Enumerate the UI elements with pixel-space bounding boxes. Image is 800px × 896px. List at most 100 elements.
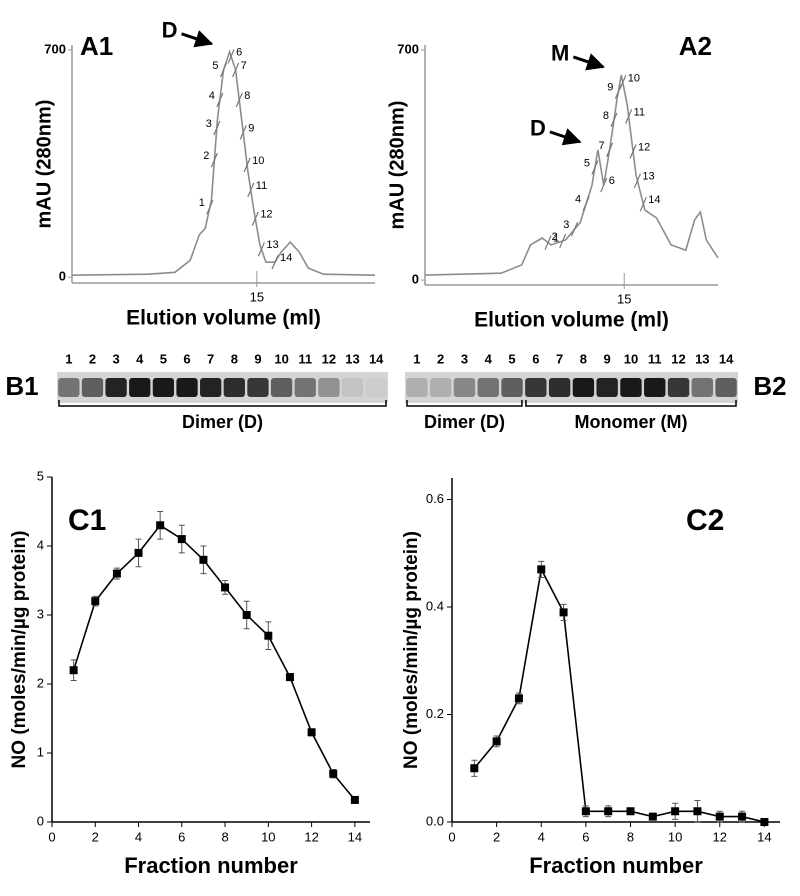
gel-band — [105, 378, 127, 397]
x-tick-label: 10 — [668, 829, 682, 844]
x-tick-label: 4 — [135, 829, 142, 844]
fraction-marker — [619, 75, 627, 90]
data-point — [671, 807, 680, 816]
lane-label: 5 — [160, 351, 167, 366]
gel-band — [644, 378, 666, 397]
x-axis-label: Fraction number — [124, 853, 298, 878]
lane-label: 12 — [671, 351, 685, 366]
lane-label: 10 — [274, 351, 288, 366]
fraction-marker — [639, 196, 647, 212]
data-point — [264, 631, 273, 640]
data-point — [242, 611, 251, 619]
x-tick-label: 14 — [757, 829, 771, 844]
data-point — [559, 608, 568, 617]
gel-band — [365, 378, 387, 397]
fraction-label: 13 — [266, 239, 278, 251]
annotation-arrow — [572, 53, 606, 71]
y-tick-label: 0 — [59, 269, 66, 284]
x-tick-label: 15 — [617, 291, 631, 306]
y-tick-label: 700 — [397, 41, 419, 56]
y-axis-label: mAU (280nm) — [33, 100, 55, 229]
lane-label: 7 — [556, 351, 563, 366]
fraction-label: 14 — [280, 252, 292, 264]
fraction-marker — [251, 211, 259, 226]
lane-label: 8 — [231, 351, 238, 366]
annotation: D — [530, 116, 546, 141]
fraction-marker — [216, 92, 224, 108]
y-axis-label: NO (moles/min/µg protein) — [401, 531, 422, 769]
annotation: M — [551, 41, 569, 66]
fraction-label: 12 — [260, 209, 272, 221]
fraction-label: 5 — [584, 157, 590, 169]
y-tick-label: 0.0 — [426, 813, 444, 828]
lane-label: 4 — [485, 351, 493, 366]
data-point — [693, 807, 702, 816]
fraction-marker — [606, 142, 614, 158]
y-tick-label: 5 — [37, 468, 44, 483]
data-point — [350, 795, 359, 804]
data-point — [134, 548, 143, 557]
gel-band — [429, 378, 452, 397]
gel-band — [620, 378, 642, 397]
gel-band — [477, 378, 499, 397]
x-axis-label: Fraction number — [529, 853, 703, 878]
panel-label: B1 — [5, 371, 38, 401]
gel-band — [270, 378, 293, 397]
lane-label: 8 — [580, 351, 587, 366]
chromatogram-curve — [71, 49, 376, 276]
fraction-marker — [210, 152, 218, 168]
data-line — [72, 524, 356, 801]
x-tick-label: 4 — [538, 829, 545, 844]
fraction-marker — [271, 254, 279, 270]
fraction-marker — [219, 62, 228, 78]
x-tick-label: 12 — [713, 829, 727, 844]
fraction-label: 2 — [203, 150, 209, 162]
fraction-label: 4 — [209, 90, 215, 102]
y-axis-label: NO (moles/min/µg protein) — [9, 531, 30, 769]
fraction-marker — [629, 144, 637, 159]
gel-band — [129, 378, 151, 397]
data-point — [470, 764, 479, 773]
fraction-label: 7 — [241, 60, 247, 72]
lane-label: 2 — [89, 351, 96, 366]
gel-band — [525, 378, 547, 397]
data-point — [715, 812, 724, 821]
lane-label: 11 — [298, 351, 312, 366]
fraction-marker — [235, 92, 243, 108]
lane-label: 9 — [254, 351, 261, 366]
lane-label: 6 — [183, 351, 190, 366]
lane-label: 9 — [604, 351, 611, 366]
y-tick-label: 2 — [37, 675, 44, 690]
lane-label: 1 — [65, 351, 72, 366]
data-point — [221, 583, 230, 592]
lane-label: 4 — [136, 351, 144, 366]
data-point — [91, 597, 100, 606]
fraction-label: 12 — [638, 141, 650, 153]
lane-label: 12 — [322, 351, 336, 366]
gel-band — [596, 378, 618, 397]
gel-band — [691, 378, 714, 397]
panel-label: B2 — [753, 371, 786, 401]
x-tick-label: 0 — [448, 829, 455, 844]
fraction-label: 5 — [212, 60, 218, 72]
group-bracket — [406, 400, 523, 407]
data-point — [69, 666, 78, 675]
gel-band — [667, 378, 690, 397]
fraction-marker — [227, 49, 235, 64]
fraction-marker — [257, 242, 265, 257]
fraction-label: 14 — [648, 194, 660, 206]
data-point — [738, 812, 747, 821]
gel-band — [715, 378, 737, 397]
fraction-marker — [600, 177, 608, 193]
y-tick-label: 3 — [37, 606, 44, 621]
gel-band — [223, 378, 245, 397]
x-tick-label: 15 — [250, 289, 264, 304]
y-tick-label: 0 — [412, 272, 419, 287]
fraction-marker — [559, 233, 567, 249]
data-point — [760, 818, 769, 826]
panel-label: C1 — [68, 504, 106, 537]
y-tick-label: 0.2 — [426, 706, 444, 721]
data-point — [537, 565, 546, 574]
x-tick-label: 12 — [304, 829, 318, 844]
gel-band — [453, 378, 476, 397]
